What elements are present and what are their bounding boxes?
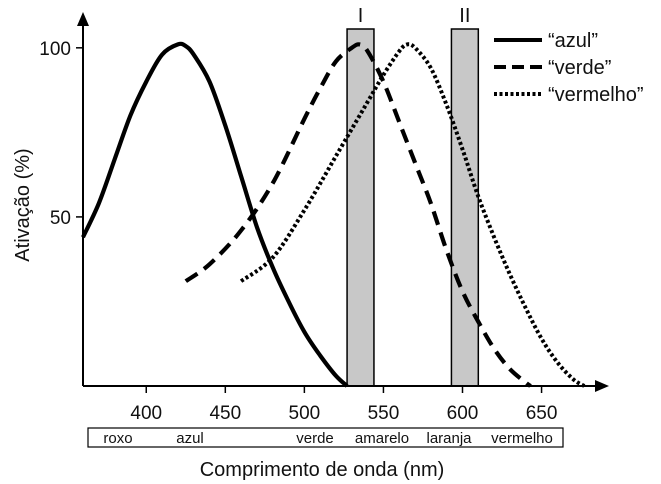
legend-label-dotted: “vermelho” bbox=[548, 84, 644, 106]
x-axis-title: Comprimento de onda (nm) bbox=[200, 459, 445, 481]
bands-layer: I II bbox=[346, 5, 480, 387]
x-tick-label: 650 bbox=[526, 403, 558, 424]
y-axis-arrow bbox=[77, 12, 89, 26]
band-1 bbox=[346, 28, 375, 387]
color-label-5: vermelho bbox=[491, 430, 553, 447]
ticks-layer: 400 450 500 550 600 650 50 100 bbox=[39, 39, 557, 424]
color-label-4: laranja bbox=[426, 430, 472, 447]
x-tick-label: 550 bbox=[368, 403, 400, 424]
band-2 bbox=[450, 28, 480, 387]
x-tick-label: 400 bbox=[130, 403, 162, 424]
color-labels: roxo azul verde amarelo laranja vermelho bbox=[103, 430, 552, 447]
color-label-3: amarelo bbox=[355, 430, 409, 447]
legend-label-dashed: “verde” bbox=[548, 57, 611, 79]
band-label-1: I bbox=[358, 5, 364, 27]
series-line-dashed bbox=[184, 42, 532, 388]
x-tick-label: 450 bbox=[209, 403, 241, 424]
axes bbox=[77, 12, 609, 392]
x-tick-label: 600 bbox=[447, 403, 479, 424]
series-line-solid bbox=[81, 41, 349, 388]
color-label-1: azul bbox=[176, 430, 204, 447]
y-tick-label: 50 bbox=[50, 208, 71, 229]
color-label-0: roxo bbox=[103, 430, 132, 447]
series-line-dotted bbox=[239, 42, 586, 388]
x-tick-label: 500 bbox=[289, 403, 321, 424]
y-axis-title: Ativação (%) bbox=[12, 148, 34, 261]
color-strip-frame bbox=[87, 427, 564, 448]
band-label-2: II bbox=[459, 5, 470, 27]
y-tick-label: 100 bbox=[39, 39, 71, 60]
series-layer bbox=[81, 41, 586, 388]
legend: “azul” “verde” “vermelho” bbox=[494, 30, 644, 106]
x-axis-arrow bbox=[595, 380, 609, 392]
legend-label-solid: “azul” bbox=[548, 30, 598, 52]
color-label-2: verde bbox=[296, 430, 334, 447]
